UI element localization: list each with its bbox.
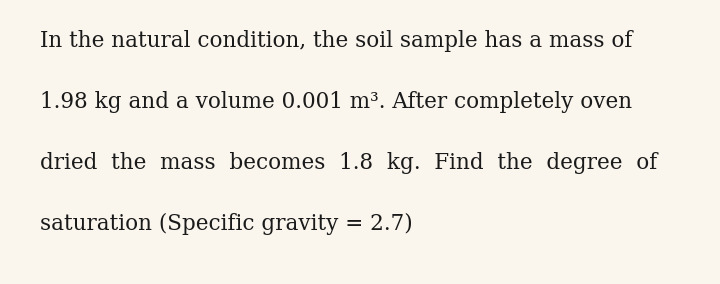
Text: saturation (Specific gravity = 2.7): saturation (Specific gravity = 2.7) <box>40 213 413 235</box>
Text: In the natural condition, the soil sample has a mass of: In the natural condition, the soil sampl… <box>40 30 632 52</box>
Text: 1.98 kg and a volume 0.001 m³. After completely oven: 1.98 kg and a volume 0.001 m³. After com… <box>40 91 631 113</box>
Text: dried  the  mass  becomes  1.8  kg.  Find  the  degree  of: dried the mass becomes 1.8 kg. Find the … <box>40 152 657 174</box>
